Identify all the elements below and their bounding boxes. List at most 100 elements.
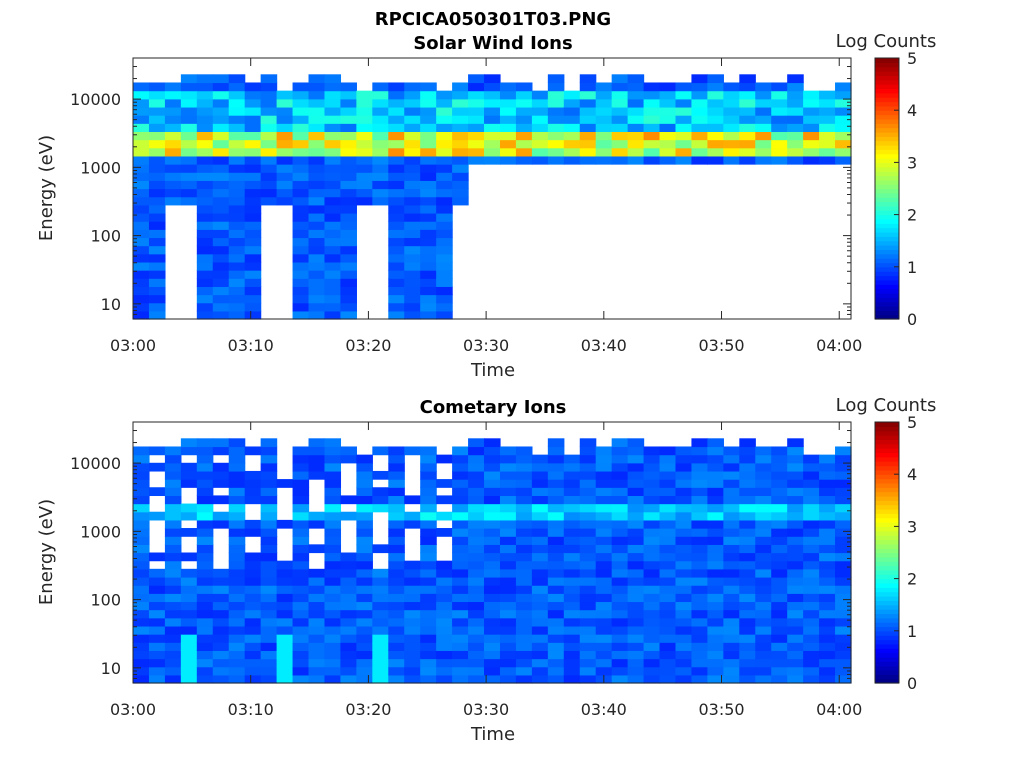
heatmap-cell: [436, 585, 453, 594]
heatmap-cell: [803, 495, 820, 505]
heatmap-cell: [244, 204, 262, 214]
heatmap-cell: [308, 568, 326, 578]
heatmap-cell: [611, 528, 629, 537]
heatmap-cell: [420, 568, 437, 578]
heatmap-cell: [404, 674, 421, 684]
heatmap-cell: [627, 519, 645, 529]
colorbar-segment: [875, 678, 899, 684]
heatmap-cell: [468, 82, 485, 92]
heatmap-cell: [707, 470, 724, 480]
heatmap-cell: [755, 658, 772, 668]
heatmap-cell: [707, 674, 724, 684]
heatmap-cell: [675, 666, 693, 676]
heatmap-cell: [404, 147, 421, 157]
heatmap-cell: [484, 462, 501, 472]
heatmap-cell: [803, 511, 820, 521]
heatmap-cell: [133, 90, 150, 100]
heatmap-cell: [308, 253, 326, 263]
heatmap-cell: [292, 585, 310, 594]
heatmap-cell: [627, 503, 645, 513]
heatmap-cell: [404, 164, 421, 173]
heatmap-cell: [595, 642, 613, 651]
heatmap-cell: [531, 576, 549, 586]
heatmap-cell: [180, 617, 198, 627]
heatmap-cell: [499, 503, 517, 513]
heatmap-cell: [356, 454, 373, 464]
heatmap-cell: [452, 536, 469, 545]
heatmap-cell: [324, 617, 342, 627]
heatmap-cell: [228, 294, 246, 304]
heatmap-cell: [436, 601, 453, 611]
heatmap-cell: [260, 519, 278, 529]
heatmap-cell: [356, 650, 373, 660]
heatmap-cell: [164, 487, 182, 497]
heatmap-cell: [388, 106, 405, 116]
heatmap-cell: [276, 642, 294, 651]
heatmap-cell: [324, 552, 342, 562]
heatmap-cell: [420, 666, 437, 676]
heatmap-cell: [133, 196, 150, 206]
heatmap-cell: [484, 552, 501, 562]
heatmap-cell: [260, 576, 278, 586]
heatmap-cell: [659, 544, 677, 554]
heatmap-cell: [260, 650, 278, 660]
heatmap-cell: [723, 568, 740, 578]
heatmap-cell: [627, 462, 645, 472]
heatmap-cell: [452, 519, 469, 529]
heatmap-cell: [835, 625, 852, 635]
heatmap-cell: [196, 147, 214, 157]
heatmap-cell: [835, 536, 852, 545]
heatmap-cell: [563, 642, 581, 651]
colorbar-segment: [875, 66, 899, 72]
heatmap-cell: [611, 155, 629, 165]
colorbar-segment: [875, 297, 899, 303]
heatmap-cell: [739, 585, 756, 594]
colorbar-segment: [875, 561, 899, 567]
heatmap-cell: [531, 601, 549, 611]
heatmap-cell: [133, 106, 150, 116]
heatmap-cell: [133, 270, 150, 279]
heatmap-cell: [356, 576, 373, 586]
heatmap-cell: [340, 155, 357, 165]
heatmap-cell: [356, 487, 373, 497]
heatmap-cell: [196, 674, 214, 684]
heatmap-cell: [420, 495, 437, 505]
heatmap-cell: [404, 446, 421, 456]
heatmap-cell: [595, 147, 613, 157]
heatmap-cell: [643, 115, 661, 124]
heatmap-cell: [787, 519, 804, 529]
colorbar-segment: [875, 513, 899, 519]
heatmap-cell: [707, 601, 724, 611]
heatmap-cell: [308, 625, 326, 635]
heatmap-cell: [819, 674, 836, 684]
heatmap-cell: [212, 576, 230, 586]
heatmap-cell: [531, 625, 549, 635]
heatmap-cell: [292, 519, 310, 529]
heatmap-cell: [739, 123, 756, 133]
heatmap-cell: [228, 503, 246, 513]
heatmap-cell: [196, 221, 214, 230]
heatmap-cell: [340, 585, 357, 594]
heatmap-cell: [260, 82, 278, 92]
heatmap-cell: [148, 147, 166, 157]
heatmap-cell: [260, 560, 278, 570]
heatmap-cell: [579, 642, 597, 651]
heatmap-cell: [308, 164, 326, 173]
heatmap-cell: [276, 568, 294, 578]
heatmap-cell: [133, 310, 150, 320]
heatmap-cell: [372, 470, 389, 480]
heatmap-cell: [164, 115, 182, 124]
heatmap-cell: [547, 479, 565, 488]
heatmap-cell: [196, 131, 214, 141]
heatmap-cell: [212, 245, 230, 255]
heatmap-cell: [819, 503, 836, 513]
heatmap-cell: [244, 115, 262, 124]
heatmap-cell: [803, 123, 820, 133]
heatmap-cell: [404, 634, 421, 643]
heatmap-cell: [260, 552, 278, 562]
heatmap-cell: [468, 115, 485, 124]
colorbar-tick-label: 5: [907, 413, 917, 432]
heatmap-cell: [148, 601, 166, 611]
heatmap-cell: [755, 454, 772, 464]
colorbar-segment: [875, 643, 899, 649]
